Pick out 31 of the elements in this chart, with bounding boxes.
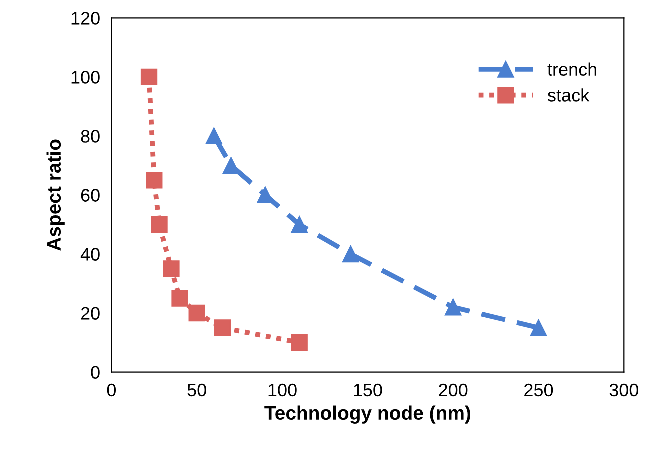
legend-label: trench [548,62,596,76]
y-axis-title: Aspect ratio [46,140,65,251]
x-axis-title: Technology node (nm) [264,406,470,424]
point [140,68,158,86]
y-tick-label: 100 [72,71,100,84]
point [206,128,223,145]
point [342,246,360,263]
point [188,304,206,322]
point [146,172,163,189]
x-tick-label: 200 [439,384,468,397]
y-tick-label: 20 [81,307,100,320]
x-tick-label: 250 [524,384,554,397]
point [163,260,180,278]
y-tick-label: 40 [80,248,100,261]
x-tick-label: 0 [107,384,116,397]
point [291,216,308,234]
x-tick-label: 100 [268,384,297,397]
legend-label: stack [548,88,590,102]
point [444,299,462,316]
y-tick-label: 80 [81,130,100,143]
point [172,290,188,307]
point [214,320,232,336]
x-tick-label: 50 [188,384,206,397]
point [530,320,548,336]
point [291,334,308,352]
y-tick-label: 60 [81,189,100,202]
point [151,216,168,234]
x-tick-label: 300 [610,384,639,397]
y-tick-label: 0 [91,366,100,379]
x-tick-label: 150 [354,384,382,397]
y-tick-label: 120 [72,12,100,25]
